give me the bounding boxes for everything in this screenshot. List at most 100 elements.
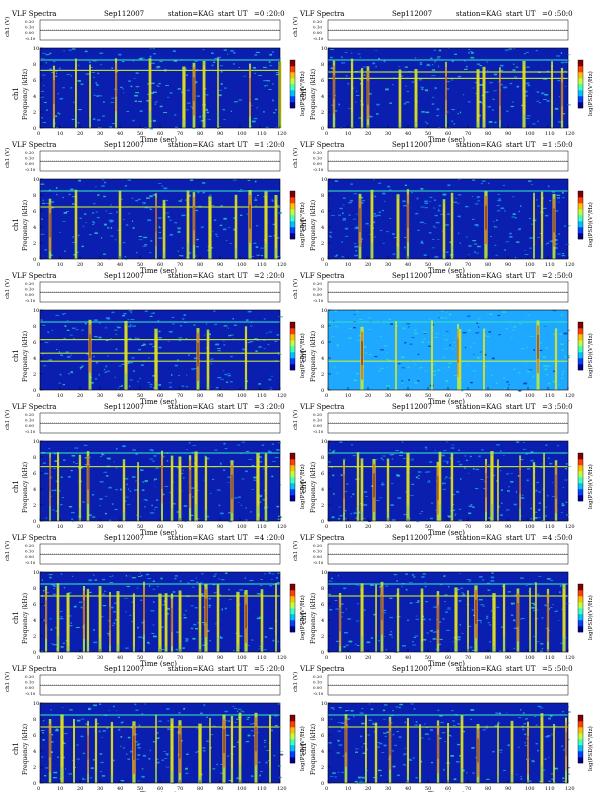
colorbar-segment	[578, 346, 583, 353]
noise-pixel	[40, 650, 43, 652]
colorbar-segment	[578, 739, 583, 746]
channel-label: ch1	[300, 611, 308, 624]
noise-pixel	[443, 575, 446, 576]
noise-pixel	[272, 222, 275, 224]
noise-pixel	[508, 486, 510, 488]
noise-pixel	[125, 574, 128, 577]
burst-core	[543, 457, 545, 506]
noise-pixel	[186, 89, 190, 91]
burst-core	[199, 728, 201, 777]
noise-pixel	[56, 193, 58, 196]
time-tick-label: 30	[385, 131, 391, 137]
noise-pixel	[343, 587, 347, 590]
noise-pixel	[336, 752, 340, 754]
noise-pixel	[484, 354, 487, 356]
colorbar-segment	[290, 584, 295, 591]
noise-pixel	[202, 182, 206, 184]
noise-pixel	[537, 593, 540, 595]
noise-pixel	[138, 100, 142, 103]
spectrogram-panel-2: VLF Spectra Sep112007 station=KAG start UT =…	[292, 10, 594, 144]
noise-pixel	[477, 196, 479, 199]
noise-pixel	[404, 184, 407, 186]
noise-pixel	[210, 65, 212, 67]
noise-pixel	[156, 732, 159, 734]
panel-date: Sep112007	[392, 534, 432, 542]
noise-pixel	[540, 320, 545, 322]
noise-pixel	[241, 767, 244, 769]
noise-pixel	[253, 242, 257, 244]
noise-pixel	[431, 103, 435, 105]
noise-pixel	[345, 75, 348, 77]
noise-pixel	[455, 345, 457, 347]
colorbar-segment	[290, 489, 295, 496]
burst-peak	[373, 473, 375, 498]
noise-pixel	[453, 123, 456, 125]
noise-pixel	[554, 767, 558, 770]
burst-core	[163, 204, 165, 253]
noise-pixel	[554, 107, 559, 110]
noise-pixel	[560, 598, 563, 600]
noise-pixel	[544, 764, 549, 766]
noise-pixel	[42, 195, 47, 196]
noise-pixel	[378, 640, 380, 642]
noise-pixel	[498, 505, 500, 508]
noise-pixel	[135, 734, 138, 735]
noise-pixel	[342, 204, 345, 206]
noise-pixel	[141, 489, 145, 491]
noise-pixel	[247, 310, 252, 313]
noise-pixel	[98, 95, 103, 97]
noise-pixel	[562, 487, 564, 488]
volt-tick-label: -0.10	[25, 691, 36, 696]
channel-label: ch1	[300, 218, 308, 231]
noise-pixel	[466, 236, 468, 238]
noise-pixel	[372, 740, 375, 742]
noise-pixel	[372, 221, 376, 224]
time-tick-label: 50	[137, 131, 143, 137]
panel-station: station=KAG	[168, 534, 214, 542]
noise-pixel	[150, 56, 152, 58]
time-tick-label: 0	[325, 524, 328, 530]
noise-pixel	[81, 244, 85, 247]
noise-pixel	[383, 732, 387, 734]
noise-pixel	[469, 647, 473, 649]
volt-tick-label: 0.00	[25, 30, 34, 35]
noise-pixel	[518, 390, 522, 392]
noise-pixel	[232, 706, 235, 707]
noise-pixel	[508, 48, 513, 50]
noise-pixel	[162, 455, 165, 458]
noise-pixel	[495, 703, 499, 706]
noise-pixel	[380, 349, 384, 351]
time-tick-label: 80	[197, 131, 203, 137]
noise-pixel	[372, 62, 376, 65]
time-tick-label: 100	[237, 786, 247, 792]
time-tick-label: 80	[197, 393, 203, 399]
noise-pixel	[372, 722, 374, 725]
noise-pixel	[397, 497, 401, 499]
burst-peak	[367, 80, 369, 105]
burst-peak	[485, 473, 487, 498]
noise-pixel	[77, 581, 79, 583]
noise-pixel	[83, 444, 88, 446]
noise-pixel	[277, 204, 281, 206]
noise-pixel	[51, 63, 55, 65]
noise-pixel	[149, 195, 153, 198]
colorbar-segment	[290, 459, 295, 466]
freq-axis-label: Frequency (kHz)	[310, 593, 317, 644]
noise-pixel	[354, 101, 357, 103]
noise-pixel	[158, 237, 163, 239]
noise-pixel	[276, 634, 280, 636]
panel-date: Sep112007	[392, 272, 432, 280]
noise-pixel	[247, 734, 251, 737]
panel-title: VLF Spectra	[299, 10, 344, 18]
noise-pixel	[564, 70, 567, 72]
noise-pixel	[360, 735, 363, 738]
burst-core	[387, 463, 389, 512]
burst-core	[89, 69, 91, 118]
noise-pixel	[107, 355, 109, 357]
noise-pixel	[62, 221, 66, 222]
panel-date: Sep112007	[104, 665, 144, 673]
noise-pixel	[178, 200, 183, 202]
noise-pixel	[527, 468, 530, 470]
noise-pixel	[526, 225, 529, 227]
noise-pixel	[233, 52, 236, 54]
